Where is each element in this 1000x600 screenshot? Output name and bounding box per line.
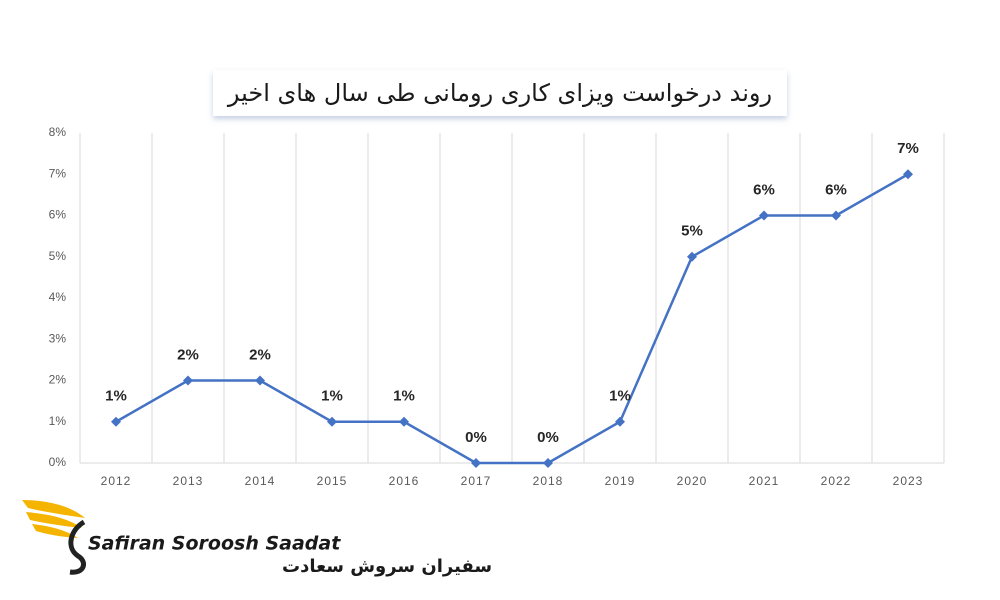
point bbox=[615, 416, 625, 427]
y-tick-label: 6% bbox=[49, 208, 67, 222]
point bbox=[111, 416, 121, 427]
y-tick-label: 7% bbox=[49, 166, 67, 180]
x-tick-label: 2022 bbox=[821, 474, 852, 488]
x-tick-label: 2012 bbox=[101, 474, 132, 488]
logo-name: Safiran Soroosh Saadat bbox=[88, 533, 341, 555]
x-tick-label: 2014 bbox=[245, 474, 276, 488]
value-label: 6% bbox=[753, 181, 775, 198]
point bbox=[183, 375, 193, 386]
point bbox=[831, 210, 841, 221]
title-box bbox=[213, 70, 787, 116]
x-tick-label: 2016 bbox=[389, 474, 420, 488]
value-label: 0% bbox=[465, 429, 487, 446]
x-tick-label: 2013 bbox=[173, 474, 204, 488]
value-label: 2% bbox=[249, 346, 271, 363]
point bbox=[399, 416, 409, 427]
x-tick-label: 2023 bbox=[893, 474, 924, 488]
point bbox=[471, 458, 481, 468]
x-tick-label: 2021 bbox=[749, 474, 780, 488]
value-label: 1% bbox=[393, 388, 415, 405]
y-tick-label: 8% bbox=[49, 125, 67, 139]
y-tick-label: 4% bbox=[49, 290, 67, 304]
x-tick-label: 2019 bbox=[605, 474, 636, 488]
point bbox=[687, 251, 697, 262]
value-label: 5% bbox=[681, 223, 703, 240]
value-label: 1% bbox=[321, 388, 343, 405]
y-tick-label: 5% bbox=[49, 249, 67, 263]
x-tick-label: 2017 bbox=[461, 474, 492, 488]
point bbox=[759, 210, 769, 221]
x-tick-label: 2018 bbox=[533, 474, 564, 488]
logo-wing bbox=[22, 500, 85, 538]
value-label: 7% bbox=[897, 140, 919, 157]
value-label: 0% bbox=[537, 429, 559, 446]
logo-s bbox=[68, 519, 87, 575]
line bbox=[115, 173, 909, 465]
x-tick-label: 2020 bbox=[677, 474, 708, 488]
point bbox=[255, 375, 265, 386]
y-tick-label: 1% bbox=[49, 414, 67, 428]
value-label: 2% bbox=[177, 346, 199, 363]
value-label: 1% bbox=[609, 388, 631, 405]
value-label: 6% bbox=[825, 181, 847, 198]
y-tick-label: 3% bbox=[49, 331, 67, 345]
point bbox=[543, 458, 553, 468]
y-tick-label: 2% bbox=[49, 373, 67, 387]
x-tick-label: 2015 bbox=[317, 474, 348, 488]
point bbox=[327, 416, 337, 427]
value-label: 1% bbox=[105, 388, 127, 405]
chart-title: روند درخواست ویزای کاری رومانی طی سال ها… bbox=[227, 79, 772, 107]
y-tick-label: 0% bbox=[49, 455, 67, 469]
logo-name-fa: سفیران سروش سعادت bbox=[282, 556, 492, 577]
point bbox=[903, 169, 913, 180]
logo: Safiran Soroosh Saadat سفیران سروش سعادت bbox=[22, 500, 492, 577]
